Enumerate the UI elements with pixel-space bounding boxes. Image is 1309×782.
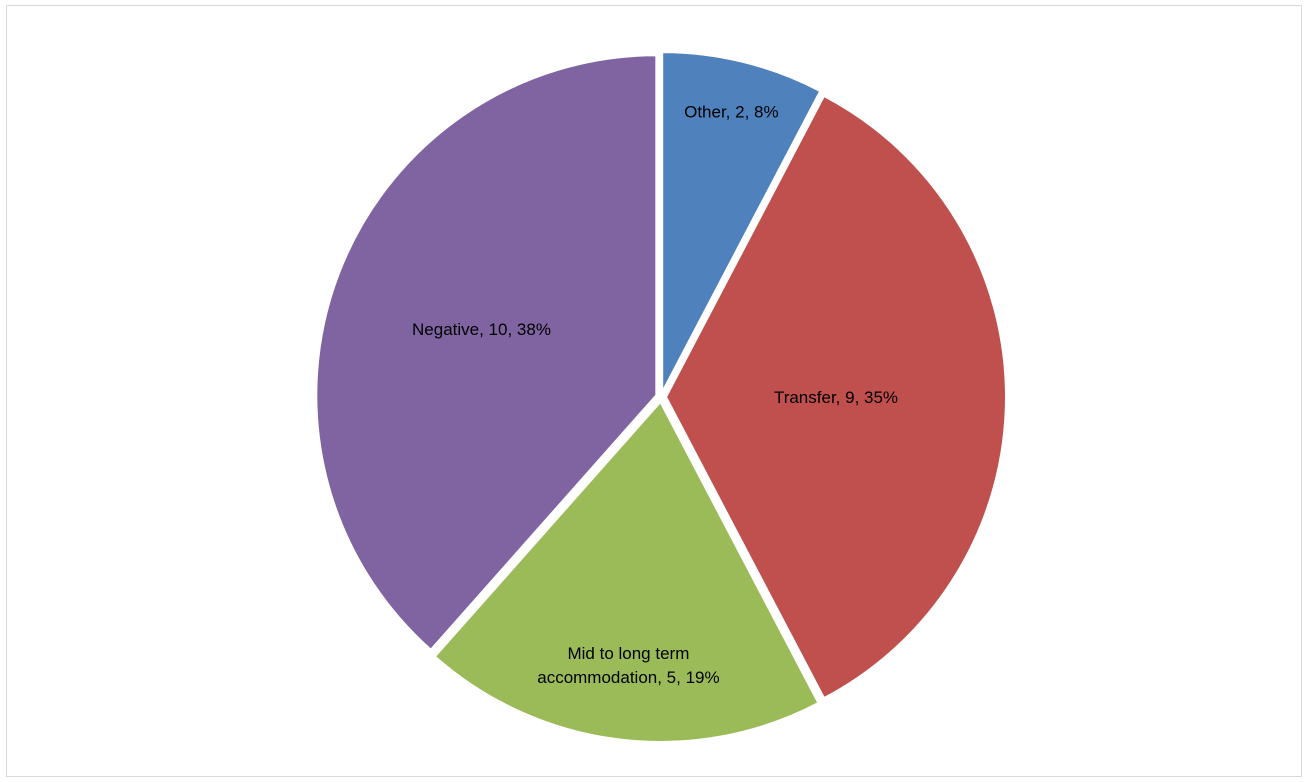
data-label-other: Other, 2, 8% bbox=[684, 103, 779, 122]
pie-slice-negative bbox=[315, 54, 658, 652]
pie-slice-mid-to-long-term-accommodation bbox=[433, 400, 820, 743]
data-label-transfer: Transfer, 9, 35% bbox=[774, 388, 898, 407]
pie-slice-other bbox=[661, 51, 822, 393]
data-label-negative: Negative, 10, 38% bbox=[412, 320, 551, 339]
data-label-mid-to-long-term-accommodation: Mid to long term accommodation, 5, 19% bbox=[537, 644, 719, 687]
pie-slice-transfer bbox=[664, 94, 1007, 700]
